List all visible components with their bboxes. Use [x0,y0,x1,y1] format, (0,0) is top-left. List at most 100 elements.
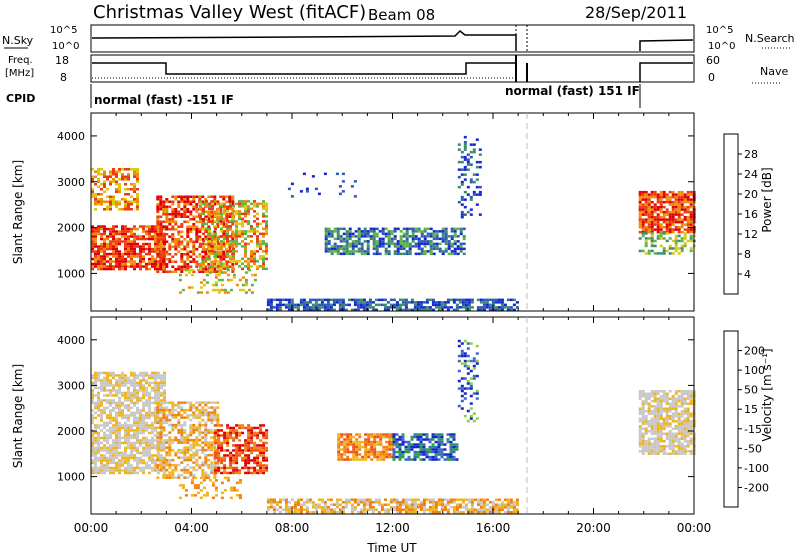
power-cell-0 [145,247,148,251]
power-cell-0 [100,225,103,228]
power-cell-6 [426,250,430,253]
power-cell-1 [124,188,127,191]
velocity-cell-8 [638,430,642,433]
power-cell-0 [133,250,136,253]
velocity-cell-1 [207,418,211,422]
power-cell-2 [183,265,187,268]
power-cell-6 [435,247,439,251]
velocity-cell-0 [124,436,127,440]
velocity-cell-1 [159,438,163,442]
velocity-cell-0 [139,444,142,447]
velocity-cell-8 [644,415,648,418]
power-cell-4 [199,291,203,294]
power-cell-0 [130,245,133,248]
power-cell-2 [165,220,169,223]
power-cell-4 [214,288,218,292]
power-cell-2 [177,205,181,208]
velocity-cell-7 [470,506,474,509]
velocity-cell-8 [650,390,654,393]
velocity-cell-2 [247,439,251,442]
velocity-cell-7 [413,506,417,509]
velocity-cell-2 [217,429,221,432]
power-cell-0 [130,235,133,238]
velocity-cell-1 [198,438,202,442]
power-cell-1 [118,183,121,186]
power-cell-6 [462,237,466,241]
velocity-cell-0 [118,379,121,382]
power-cell-3 [202,210,205,213]
velocity-cell-0 [109,374,112,377]
power-cell-3 [211,205,214,208]
velocity-cell-1 [180,448,184,452]
velocity-cell-8 [665,412,669,415]
power-cell-2 [195,220,199,223]
velocity-data-layer [91,339,696,514]
velocity-cell-0 [136,466,139,470]
velocity-cell-2 [229,429,233,432]
velocity-cell-6 [469,384,473,388]
velocity-cell-7 [431,503,435,506]
velocity-cell-1 [198,448,202,452]
power-cell-10 [644,237,648,240]
velocity-cell-5 [404,458,408,461]
power-cell-9 [662,225,666,229]
velocity-cell-0 [139,429,142,432]
power-cell-6 [411,235,415,238]
velocity-cell-6 [463,359,467,363]
power-cell-9 [650,208,654,211]
velocity-cell-8 [650,432,654,435]
velocity-cell-1 [156,413,160,417]
power-cell-5 [287,187,291,191]
power-cell-4 [241,283,245,287]
power-cell-7 [293,303,297,307]
power-cell-7 [386,301,390,304]
velocity-cell-7 [482,506,486,509]
power-cell-9 [638,210,642,214]
power-cell-2 [177,250,181,253]
velocity-cell-1 [180,441,184,444]
velocity-cell-2 [244,444,248,447]
velocity-cell-8 [662,450,666,453]
power-cell-6 [351,240,355,243]
power-cell-6 [405,232,409,236]
power-cell-9 [683,198,687,201]
velocity-cell-2 [262,424,266,427]
power-cell-3 [226,210,229,213]
velocity-cell-0 [106,436,109,440]
power-cell-6 [375,240,379,243]
power-cell-6 [396,247,400,251]
power-cell-6 [420,235,424,238]
velocity-cell-7 [455,506,459,509]
velocity-cell-1 [183,448,187,452]
power-cell-10 [683,234,687,238]
power-cell-0 [124,227,127,231]
power-cell-9 [686,210,690,214]
velocity-cell-4 [346,440,350,444]
velocity-cell-7 [299,506,303,509]
velocity-cell-7 [347,501,351,504]
velocity-cell-2 [244,454,248,457]
velocity-cell-0 [133,396,136,400]
velocity-cell-0 [97,404,100,407]
velocity-cell-0 [130,441,133,445]
power-cell-3 [229,227,232,231]
velocity-cell-8 [647,430,651,433]
velocity-cell-7 [314,511,318,514]
velocity-cell-2 [241,459,245,462]
velocity-cell-1 [168,466,172,469]
power-cell-2 [174,248,178,251]
velocity-cell-2 [226,444,230,447]
power-cell-6 [417,252,421,256]
velocity-cell-7 [515,498,519,501]
power-cell-2 [228,195,232,198]
velocity-cell-7 [422,511,426,514]
velocity-cell-0 [148,399,151,402]
power-cell-0 [124,262,127,266]
power-cell-7 [446,301,450,304]
power-cell-6 [408,242,412,246]
velocity-cell-4 [361,458,365,461]
power-cell-0 [139,245,142,248]
power-cell-2 [162,270,166,273]
power-cell-7 [494,306,498,309]
power-cell-7 [464,301,468,304]
